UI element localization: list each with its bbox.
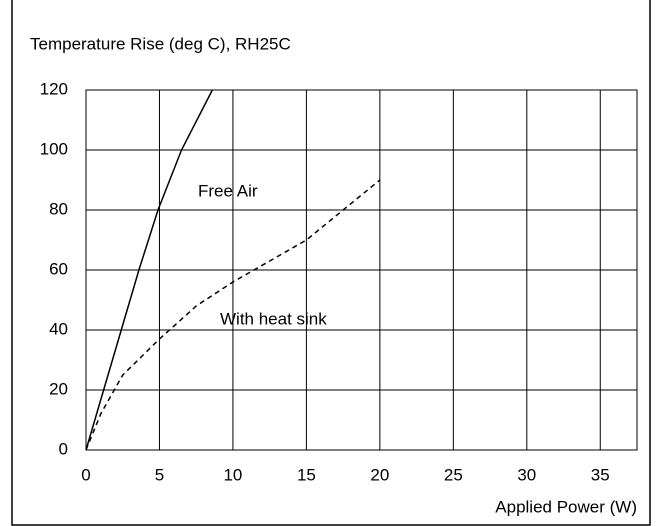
series-label: With heat sink	[220, 309, 327, 328]
y-tick-label: 80	[49, 199, 68, 218]
x-axis-label: Applied Power (W)	[495, 497, 637, 516]
line	[85, 89, 214, 451]
x-tick-label: 20	[370, 465, 389, 484]
x-tick-label: 5	[155, 465, 164, 484]
chart-title: Temperature Rise (deg C), RH25C	[30, 34, 291, 53]
y-tick-label: 20	[49, 379, 68, 398]
line	[85, 179, 381, 451]
frame	[11, 0, 651, 526]
series-label: Free Air	[198, 181, 258, 200]
x-tick-label: 25	[444, 465, 463, 484]
x-tick-label: 10	[223, 465, 242, 484]
y-tick-label: 60	[49, 259, 68, 278]
y-tick-label: 0	[59, 439, 68, 458]
y-tick-label: 40	[49, 319, 68, 338]
x-tick-label: 35	[591, 465, 610, 484]
y-tick-label: 120	[40, 79, 68, 98]
x-tick-label: 30	[517, 465, 536, 484]
x-tick-label: 0	[81, 465, 90, 484]
x-tick-label: 15	[297, 465, 316, 484]
y-tick-label: 100	[40, 139, 68, 158]
